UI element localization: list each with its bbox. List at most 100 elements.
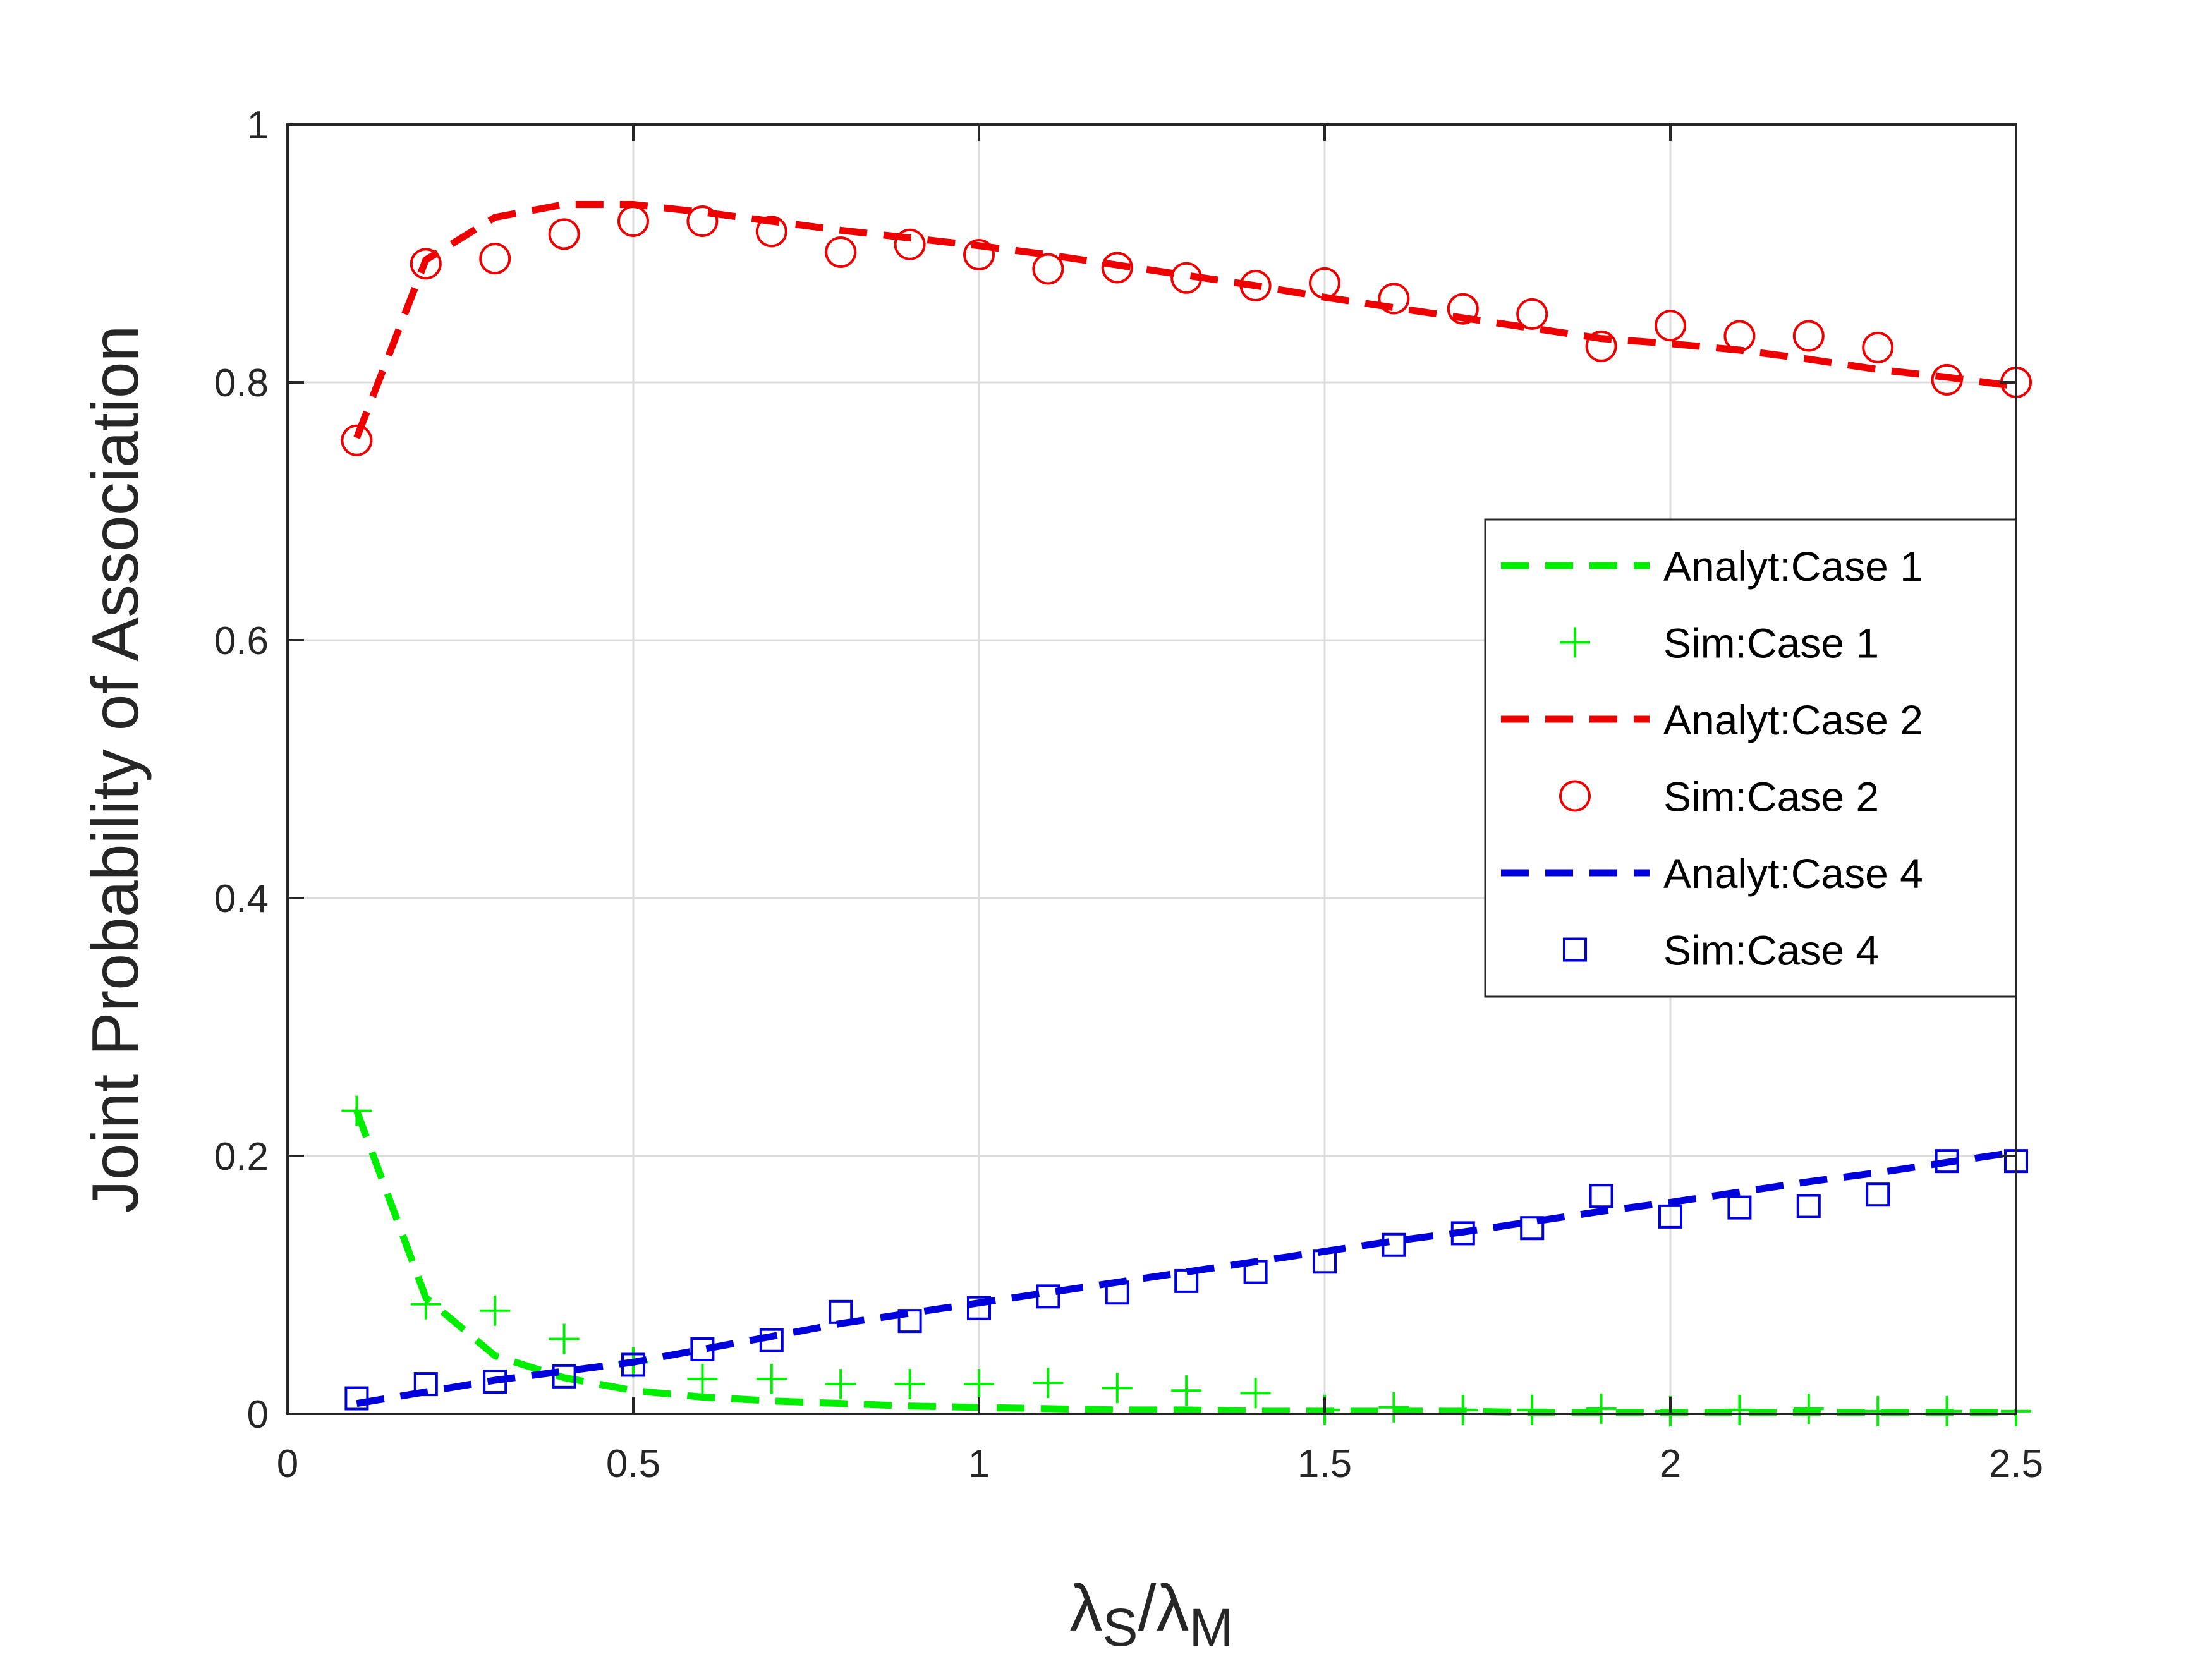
legend-analyt-case-1: Analyt:Case 1: [1501, 543, 1923, 590]
series-sim-case-4-point: [621, 1352, 645, 1377]
series-sim-case-1-point: [1586, 1393, 1617, 1424]
series-sim-case-2-point: [894, 228, 926, 260]
legend-sim-case-2-label: Sim:Case 2: [1663, 774, 1879, 820]
series-sim-case-4-point: [1658, 1204, 1682, 1229]
legend-entries: Analyt:Case 1 Sim:Case 1 Analyt:Case 2 Sim:…: [1501, 543, 1923, 974]
series-sim-case-1-point: [1517, 1394, 1548, 1425]
series-sim-case-2-point: [1862, 331, 1894, 363]
legend-analyt-case-2-label: Analyt:Case 2: [1663, 696, 1923, 743]
series-layer: [341, 200, 2032, 1426]
series-sim-case-1-point: [1931, 1395, 1962, 1426]
series-sim-case-4-point: [1866, 1182, 1890, 1207]
series-sim-case-4-point: [1036, 1284, 1060, 1309]
y-tick-label: 0.4: [214, 877, 269, 921]
series-sim-case-4-point: [552, 1364, 576, 1389]
series-sim-case-2-point: [1723, 320, 1756, 352]
x-tick-label: 2.5: [1989, 1442, 2043, 1486]
y-tick-label: 0.8: [214, 362, 269, 405]
legend-sim-case-2: Sim:Case 2: [1559, 774, 1879, 820]
series-sim-case-2-point: [1655, 310, 1686, 342]
series-sim-case-4-point: [759, 1328, 784, 1352]
legend-analyt-case-1-label: Analyt:Case 1: [1663, 543, 1923, 590]
series-sim-case-2-point: [617, 205, 649, 237]
series-sim-case-2-point: [341, 424, 373, 456]
series-sim-case-1-point: [687, 1363, 718, 1394]
series-sim-case-4-point: [690, 1337, 715, 1361]
y-tick-label: 0: [247, 1393, 269, 1437]
series-sim-case-2-point: [686, 205, 719, 237]
legend-sim-case-4: Sim:Case 4: [1563, 927, 1879, 974]
series-sim-case-1-point: [1240, 1378, 1271, 1409]
series-sim-case-2-point: [755, 216, 787, 248]
series-sim-case-4-point: [1382, 1232, 1406, 1257]
legend-sim-case-1: Sim:Case 1: [1560, 620, 1879, 667]
ticks: 0 0.5 1 1.5 2 2.5 0 0.2 0.4 0.6 0.8 1: [214, 104, 2043, 1486]
series-sim-case-4-point: [1243, 1260, 1268, 1284]
x-axis-label-lambda-m: λ: [1156, 1572, 1189, 1645]
series-sim-case-1-point: [1102, 1373, 1133, 1404]
x-tick-label: 2: [1660, 1442, 1681, 1486]
series-sim-case-2: [341, 205, 2032, 456]
series-sim-case-1-point: [825, 1369, 856, 1400]
x-tick-label: 1: [968, 1442, 990, 1486]
series-sim-case-2-point: [963, 239, 995, 271]
y-tick-label: 0.2: [214, 1135, 269, 1179]
legend-box: [1484, 518, 2017, 998]
series-sim-case-4-point: [344, 1386, 369, 1411]
legend-analyt-case-4: Analyt:Case 4: [1501, 850, 1923, 897]
series-sim-case-1-point: [341, 1095, 372, 1126]
series-sim-case-1-point: [480, 1295, 511, 1326]
legend-sim-case-4-label: Sim:Case 4: [1663, 927, 1879, 974]
series-sim-case-4-point: [1174, 1268, 1199, 1293]
series-sim-case-4-point: [897, 1309, 922, 1334]
series-sim-case-1-point: [964, 1369, 994, 1400]
series-sim-case-2-point: [1239, 270, 1272, 301]
legend-sim-case-1-swatch-point: [1560, 627, 1590, 658]
series-sim-case-2-point: [1032, 253, 1064, 285]
legend-analyt-case-4-label: Analyt:Case 4: [1663, 850, 1923, 897]
series-sim-case-2-point: [1931, 363, 1963, 396]
series-sim-case-4-point: [1450, 1221, 1475, 1246]
series-sim-case-2-point: [1170, 262, 1203, 294]
series-sim-case-1-point: [1171, 1375, 1202, 1406]
x-tick-label: 1.5: [1297, 1442, 1352, 1486]
series-sim-case-4-point: [1520, 1216, 1545, 1241]
y-tick-label: 0.6: [214, 619, 269, 663]
series-sim-case-4-point: [1313, 1249, 1337, 1274]
series-analyt-case-4: [356, 1148, 2017, 1407]
series-sim-case-4-point: [1796, 1194, 1821, 1218]
series-sim-case-4: [344, 1149, 2028, 1411]
series-sim-case-2-point: [479, 243, 511, 275]
y-tick-label: 1: [247, 104, 269, 147]
x-axis-label: λS/λM: [1070, 1572, 1234, 1657]
series-sim-case-4-point: [1935, 1149, 1959, 1174]
series-sim-case-1-point: [894, 1369, 925, 1400]
series-sim-case-4-point: [1589, 1184, 1613, 1208]
series-sim-case-4-point: [483, 1370, 507, 1394]
series-sim-case-2-point: [1101, 252, 1133, 284]
series-sim-case-2-point: [410, 248, 442, 280]
series-analyt-case-4-line: [356, 1148, 2017, 1407]
series-sim-case-1-point: [1724, 1394, 1755, 1425]
legend-sim-case-4-swatch-point: [1563, 937, 1587, 962]
x-tick-label: 0.5: [606, 1442, 660, 1486]
series-sim-case-1-point: [1793, 1393, 1824, 1424]
series-sim-case-2-point: [1792, 320, 1825, 352]
x-tick-label: 0: [277, 1442, 298, 1486]
series-sim-case-4-point: [1105, 1280, 1129, 1305]
series-analyt-case-1-line: [353, 1109, 2016, 1416]
series-sim-case-1-point: [1378, 1392, 1409, 1423]
x-axis-label-lambda-s: λ: [1070, 1572, 1103, 1645]
series-sim-case-4-point: [829, 1299, 853, 1324]
series-sim-case-1-point: [756, 1363, 787, 1394]
x-axis-label-sub-s: S: [1103, 1598, 1138, 1657]
series-sim-case-2-point: [825, 236, 857, 268]
legend-analyt-case-2: Analyt:Case 2: [1501, 696, 1923, 743]
series-sim-case-1-point: [549, 1323, 580, 1354]
x-axis-label-sub-m: M: [1189, 1598, 1233, 1657]
series-sim-case-1-point: [1447, 1394, 1478, 1425]
legend: Analyt:Case 1 Sim:Case 1 Analyt:Case 2 Sim:…: [1484, 518, 2017, 998]
series-sim-case-2-point: [1585, 330, 1617, 362]
legend-sim-case-2-swatch-point: [1559, 780, 1591, 812]
